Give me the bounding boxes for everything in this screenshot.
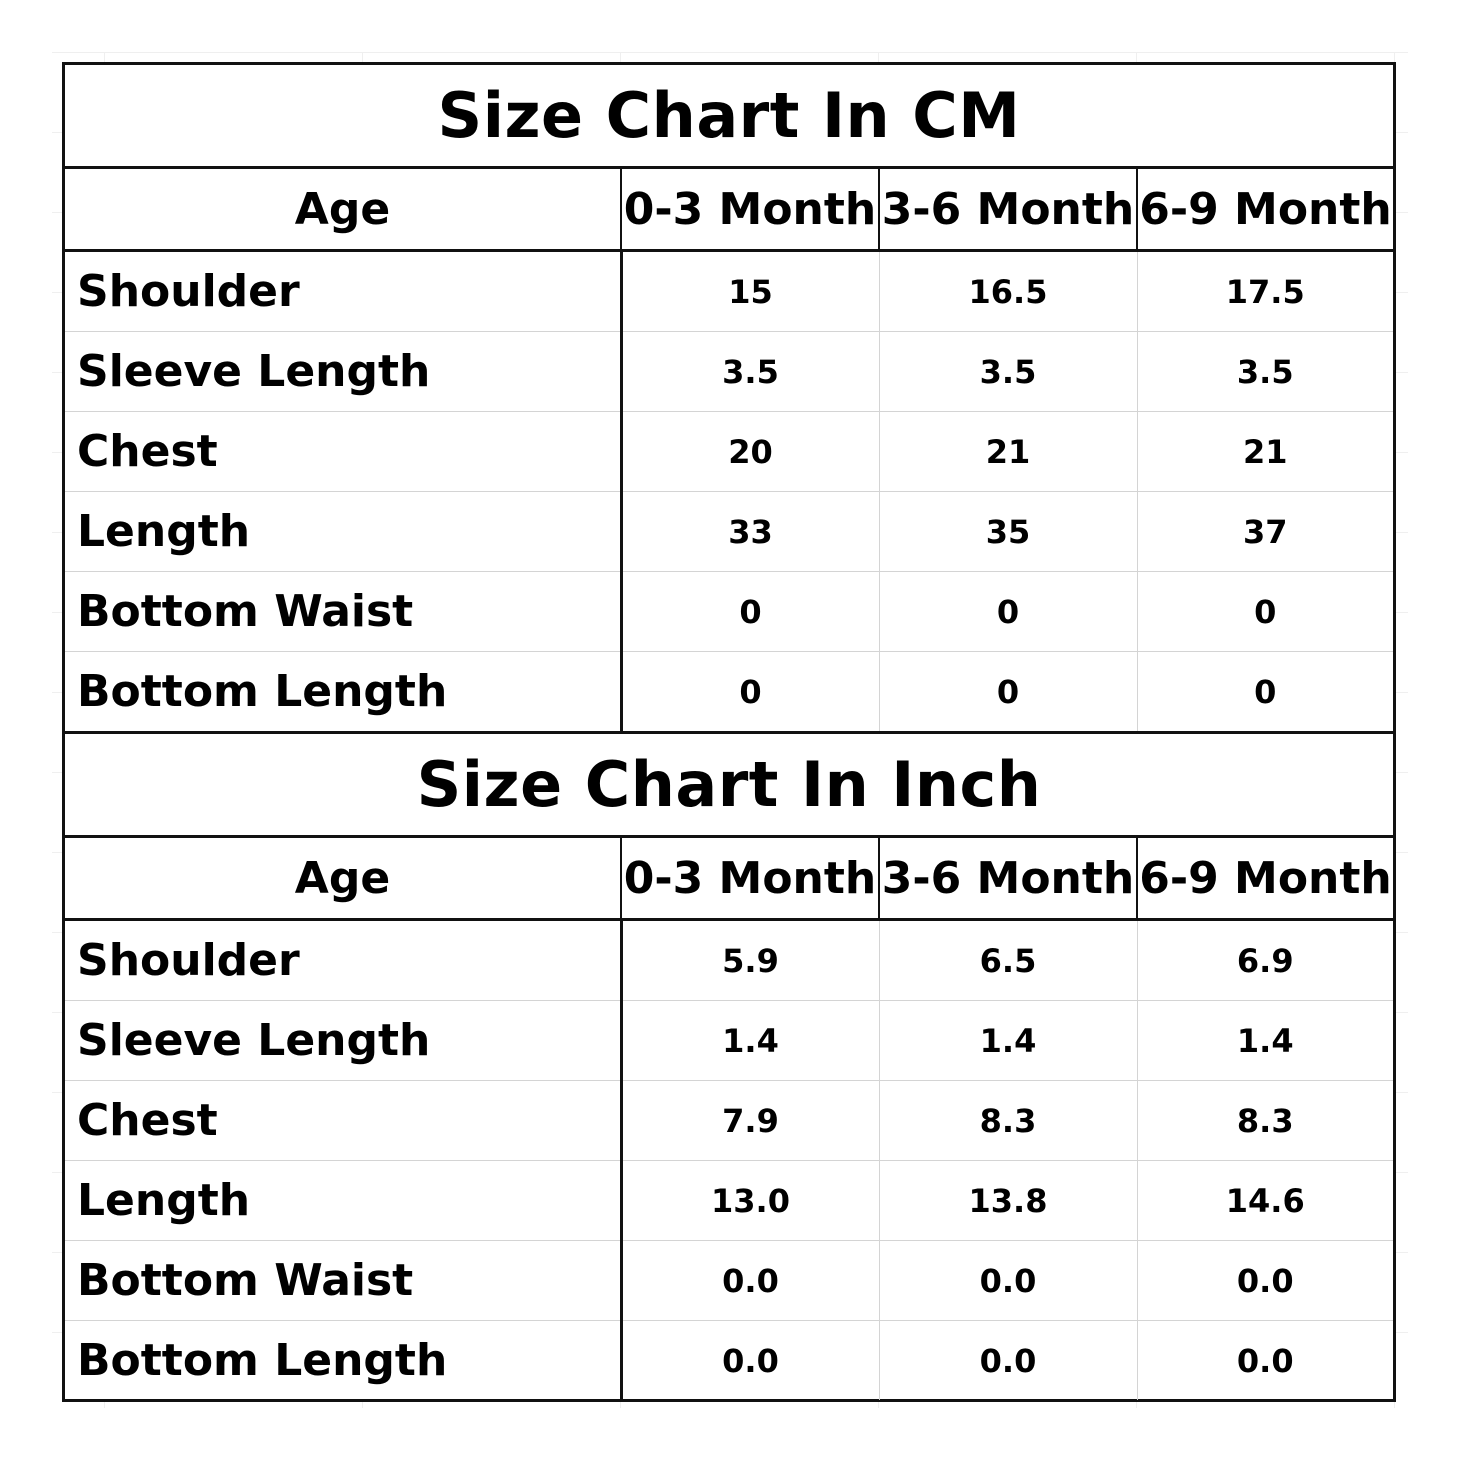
cell-value: 33 xyxy=(621,491,879,572)
row-label: Bottom Waist xyxy=(65,571,623,652)
cell-value: 13.0 xyxy=(621,1160,879,1241)
cell-value: 0 xyxy=(621,571,879,652)
table-row: Sleeve Length 1.4 1.4 1.4 xyxy=(65,1000,1393,1081)
inch-header-age: Age xyxy=(65,838,621,921)
table-row: Bottom Waist 0 0 0 xyxy=(65,571,1393,652)
inch-header-row: Age 0-3 Month 3-6 Month 6-9 Month xyxy=(65,838,1393,921)
table-row: Sleeve Length 3.5 3.5 3.5 xyxy=(65,331,1393,412)
row-label: Length xyxy=(65,491,623,572)
cell-value: 0.0 xyxy=(878,1320,1137,1400)
cell-value: 1.4 xyxy=(1136,1000,1393,1081)
cell-value: 0 xyxy=(878,651,1137,731)
table-row: Shoulder 15 16.5 17.5 xyxy=(65,250,1393,332)
cell-value: 17.5 xyxy=(1136,250,1393,332)
inch-header-6-9-month: 6-9 Month xyxy=(1136,838,1393,921)
row-label: Chest xyxy=(65,1080,623,1161)
inch-table-title: Size Chart In Inch xyxy=(65,734,1393,838)
cell-value: 35 xyxy=(878,491,1137,572)
table-row: Chest 20 21 21 xyxy=(65,411,1393,492)
cm-header-3-6-month: 3-6 Month xyxy=(878,169,1137,252)
cell-value: 13.8 xyxy=(878,1160,1137,1241)
cell-value: 0.0 xyxy=(621,1320,879,1400)
cm-table-title: Size Chart In CM xyxy=(65,65,1393,169)
cell-value: 14.6 xyxy=(1136,1160,1393,1241)
cell-value: 7.9 xyxy=(621,1080,879,1161)
row-label: Sleeve Length xyxy=(65,331,623,412)
cell-value: 0.0 xyxy=(1136,1240,1393,1321)
table-row: Length 13.0 13.8 14.6 xyxy=(65,1160,1393,1241)
row-label: Bottom Length xyxy=(65,1320,623,1400)
cell-value: 16.5 xyxy=(878,250,1137,332)
cell-value: 0 xyxy=(621,651,879,731)
inch-size-table: Age 0-3 Month 3-6 Month 6-9 Month Should… xyxy=(65,838,1393,1400)
cell-value: 1.4 xyxy=(878,1000,1137,1081)
cell-value: 20 xyxy=(621,411,879,492)
cell-value: 3.5 xyxy=(878,331,1137,412)
cell-value: 21 xyxy=(1136,411,1393,492)
cell-value: 0 xyxy=(1136,651,1393,731)
inch-section: Size Chart In Inch Age 0-3 Month 3-6 Mon… xyxy=(65,731,1393,1400)
cell-value: 3.5 xyxy=(1136,331,1393,412)
cell-value: 3.5 xyxy=(621,331,879,412)
table-row: Length 33 35 37 xyxy=(65,491,1393,572)
table-row: Bottom Length 0.0 0.0 0.0 xyxy=(65,1320,1393,1400)
table-row: Bottom Length 0 0 0 xyxy=(65,651,1393,731)
cm-header-6-9-month: 6-9 Month xyxy=(1136,169,1393,252)
cm-header-age: Age xyxy=(65,169,621,252)
cell-value: 37 xyxy=(1136,491,1393,572)
row-label: Bottom Length xyxy=(65,651,623,731)
table-row: Shoulder 5.9 6.5 6.9 xyxy=(65,919,1393,1001)
cm-header-row: Age 0-3 Month 3-6 Month 6-9 Month xyxy=(65,169,1393,252)
row-label: Shoulder xyxy=(65,919,623,1001)
cell-value: 0.0 xyxy=(621,1240,879,1321)
row-label: Sleeve Length xyxy=(65,1000,623,1081)
cell-value: 8.3 xyxy=(1136,1080,1393,1161)
size-chart-sheet: Size Chart In CM Age 0-3 Month 3-6 Month… xyxy=(62,62,1396,1402)
cell-value: 6.9 xyxy=(1136,919,1393,1001)
cell-value: 21 xyxy=(878,411,1137,492)
table-row: Chest 7.9 8.3 8.3 xyxy=(65,1080,1393,1161)
table-row: Bottom Waist 0.0 0.0 0.0 xyxy=(65,1240,1393,1321)
row-label: Shoulder xyxy=(65,250,623,332)
cm-header-0-3-month: 0-3 Month xyxy=(620,169,879,252)
cell-value: 6.5 xyxy=(878,919,1137,1001)
cell-value: 0.0 xyxy=(878,1240,1137,1321)
cm-size-table: Age 0-3 Month 3-6 Month 6-9 Month Should… xyxy=(65,169,1393,731)
cell-value: 1.4 xyxy=(621,1000,879,1081)
inch-header-3-6-month: 3-6 Month xyxy=(878,838,1137,921)
cell-value: 0 xyxy=(878,571,1137,652)
row-label: Chest xyxy=(65,411,623,492)
cell-value: 0.0 xyxy=(1136,1320,1393,1400)
cell-value: 15 xyxy=(728,272,773,311)
cell-value: 5.9 xyxy=(722,941,779,980)
inch-header-0-3-month: 0-3 Month xyxy=(620,838,879,921)
cell-value: 0 xyxy=(1136,571,1393,652)
row-label: Bottom Waist xyxy=(65,1240,623,1321)
cm-section: Size Chart In CM Age 0-3 Month 3-6 Month… xyxy=(65,65,1393,731)
row-label: Length xyxy=(65,1160,623,1241)
cell-value: 8.3 xyxy=(878,1080,1137,1161)
